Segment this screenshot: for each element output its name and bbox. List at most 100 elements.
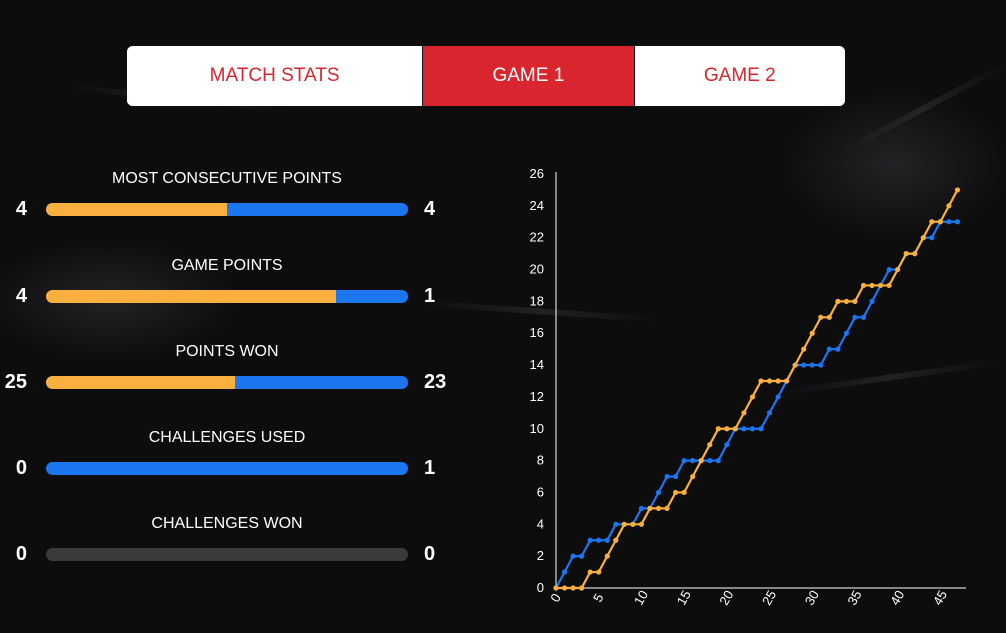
series-2-point: [869, 282, 875, 289]
series-2-point: [638, 521, 645, 527]
x-tick-label: 25: [759, 588, 779, 608]
series-1-point: [613, 521, 619, 527]
series-2-point: [749, 394, 756, 400]
series-2-point: [707, 442, 713, 448]
series-1-point: [954, 219, 961, 225]
y-tick-label: 16: [530, 325, 544, 340]
series-2-point: [561, 585, 568, 591]
series-1-point: [561, 569, 568, 575]
stat-bar-segment-b: [234, 376, 408, 389]
series-2-point: [715, 426, 721, 432]
y-tick-label: 2: [537, 548, 544, 563]
series-line-1: [555, 220, 958, 589]
y-tick-label: 18: [530, 293, 544, 308]
tab-game-1[interactable]: GAME 1: [422, 46, 635, 106]
series-2-point: [766, 378, 773, 384]
series-1-point: [835, 346, 841, 352]
x-tick-label: 0: [547, 591, 564, 605]
y-tick-label: 26: [530, 166, 544, 181]
x-tick-label: 45: [930, 588, 950, 608]
stat-bar: [46, 376, 408, 389]
series-1-point: [749, 426, 756, 432]
y-tick-label: 14: [530, 357, 544, 372]
series-2-point: [843, 298, 850, 304]
stat-label: CHALLENGES USED: [148, 429, 306, 446]
stat-bar-segment-a: [46, 290, 336, 303]
series-2-point: [886, 282, 892, 289]
stat-bar-segment-a: [46, 203, 227, 216]
x-tick-label: 15: [674, 588, 694, 608]
series-2-point: [835, 298, 841, 304]
series-1-point: [707, 458, 713, 464]
stat-label: CHALLENGES WON: [151, 515, 303, 532]
series-1-point: [946, 219, 952, 225]
series-2-point: [903, 251, 909, 257]
series-2-point: [946, 203, 952, 209]
x-tick-label: 40: [887, 588, 907, 608]
y-tick-label: 8: [537, 453, 544, 468]
series-2-point: [920, 235, 926, 241]
stat-bar-segment-b: [46, 462, 408, 475]
y-tick-label: 10: [530, 421, 544, 436]
series-2-point: [613, 537, 619, 543]
series-1-point: [758, 426, 764, 432]
series-1-point: [869, 298, 875, 304]
series-1-point: [579, 553, 585, 559]
stat-bar: [46, 203, 408, 216]
series-2-point: [877, 282, 884, 289]
series-2-point: [698, 458, 704, 464]
series-1-point: [664, 473, 670, 480]
series-1-point: [672, 473, 679, 480]
series-1-point: [852, 314, 858, 320]
stat-challenges-used: CHALLENGES USED 0 1: [0, 429, 460, 489]
series-2-point: [809, 330, 815, 336]
x-tick-label: 10: [631, 588, 651, 608]
series-1-point: [587, 537, 593, 543]
stat-left-value: 4: [15, 285, 27, 307]
stat-right-value: 0: [424, 543, 436, 565]
x-tick-label: 5: [590, 591, 607, 605]
stat-right-value: 4: [424, 198, 436, 220]
x-tick-label: 30: [802, 588, 822, 608]
series-2-point: [664, 505, 670, 511]
x-tick-label: 35: [844, 588, 864, 608]
series-2-point: [826, 314, 832, 320]
tab-game-2[interactable]: GAME 2: [634, 46, 845, 106]
series-2-point: [647, 505, 653, 511]
series-1-point: [809, 362, 815, 368]
series-2-point: [929, 219, 935, 225]
stat-label: POINTS WON: [175, 343, 279, 360]
series-1-point: [929, 235, 935, 241]
series-2-point: [621, 521, 627, 527]
stat-game-points: GAME POINTS 4 1: [0, 257, 460, 317]
series-2-point: [912, 251, 918, 257]
stat-left-value: 25: [4, 371, 27, 393]
stat-label: GAME POINTS: [171, 257, 283, 274]
series-line-2: [556, 189, 959, 590]
series-2-point: [681, 489, 687, 496]
tab-match-stats[interactable]: MATCH STATS: [127, 46, 423, 106]
series-2-point: [630, 521, 636, 527]
y-tick-label: 12: [530, 389, 544, 404]
y-tick-label: 22: [530, 230, 544, 245]
series-2-point: [852, 298, 858, 304]
y-tick-label: 4: [537, 516, 544, 531]
series-2-point: [775, 378, 781, 384]
series-2-point: [860, 282, 867, 289]
stat-right-value: 1: [424, 457, 436, 479]
series-2-point: [690, 473, 696, 480]
y-tick-label: 0: [537, 580, 544, 595]
stat-points-won: POINTS WON 25 23: [0, 343, 460, 403]
stat-right-value: 1: [424, 285, 436, 307]
series-2-point: [741, 410, 747, 416]
series-2-point: [792, 362, 798, 368]
stat-left-value: 0: [15, 457, 27, 479]
series-2-point: [937, 219, 943, 225]
series-1-point: [741, 426, 747, 432]
series-1-point: [681, 458, 687, 464]
series-1-point: [715, 458, 721, 464]
stat-right-value: 23: [424, 371, 447, 393]
series-2-point: [895, 266, 901, 273]
y-tick-label: 6: [537, 484, 544, 499]
